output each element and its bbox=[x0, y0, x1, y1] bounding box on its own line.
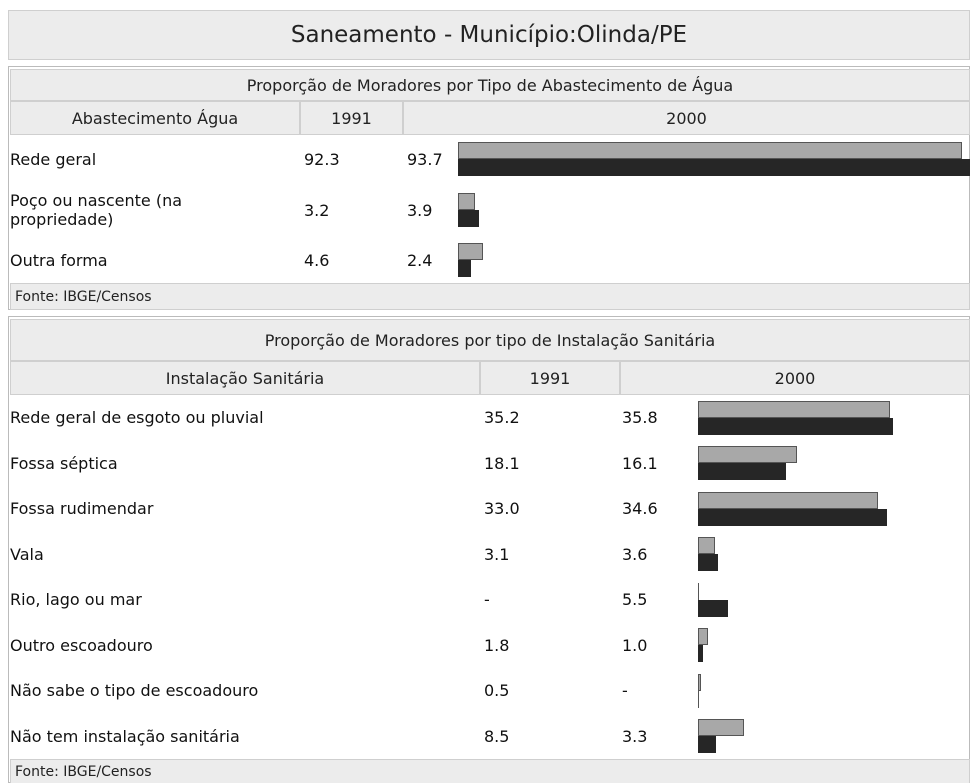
bar-1991 bbox=[698, 719, 745, 737]
bar-1991 bbox=[698, 400, 891, 418]
row-label: Vala bbox=[10, 544, 44, 564]
bar-2000 bbox=[458, 260, 472, 277]
value-1991: 3.1 bbox=[484, 544, 510, 564]
row-label: Rede geral bbox=[10, 149, 97, 169]
value-1991: 8.5 bbox=[484, 726, 510, 746]
bar-1991 bbox=[458, 142, 962, 159]
row-label: Rio, lago ou mar bbox=[10, 590, 142, 610]
bar-2000 bbox=[698, 463, 786, 481]
value-1991: 4.6 bbox=[304, 250, 330, 270]
bar-1991 bbox=[458, 243, 484, 260]
bar-1991 bbox=[698, 673, 701, 691]
row-label: Poço ou nascente (na propriedade) bbox=[10, 191, 183, 229]
bar-2000 bbox=[698, 554, 718, 572]
bar-2000 bbox=[698, 645, 704, 663]
bar-2000 bbox=[458, 159, 970, 176]
value-1991: 1.8 bbox=[484, 635, 510, 655]
bar-2000 bbox=[458, 210, 480, 227]
value-2000: 3.6 bbox=[622, 544, 648, 564]
value-2000: 35.8 bbox=[622, 408, 658, 428]
column-header: 2000 bbox=[403, 101, 970, 135]
value-2000: 2.4 bbox=[407, 250, 433, 270]
bar-1991 bbox=[698, 446, 797, 464]
bar-2000 bbox=[698, 736, 717, 754]
bar-1991 bbox=[698, 537, 715, 555]
row-label: Não sabe o tipo de escoadouro bbox=[10, 681, 259, 701]
row-label: Fossa rudimendar bbox=[10, 499, 154, 519]
value-1991: 92.3 bbox=[304, 149, 340, 169]
value-1991: 0.5 bbox=[484, 681, 510, 701]
bar-2000 bbox=[698, 417, 894, 435]
zero-line bbox=[698, 582, 699, 600]
row-label: Rede geral de esgoto ou pluvial bbox=[10, 408, 264, 428]
value-2000: 34.6 bbox=[622, 499, 658, 519]
bar-2000 bbox=[698, 508, 887, 526]
table-title: Proporção de Moradores por Tipo de Abast… bbox=[10, 69, 970, 101]
value-2000: 16.1 bbox=[622, 453, 658, 473]
value-2000: 93.7 bbox=[407, 149, 443, 169]
bar-1991 bbox=[698, 491, 879, 509]
column-header: 1991 bbox=[300, 101, 403, 135]
value-2000: 3.3 bbox=[622, 726, 648, 746]
value-1991: 3.2 bbox=[304, 200, 330, 220]
value-1991: 33.0 bbox=[484, 499, 520, 519]
column-header: 2000 bbox=[620, 361, 970, 395]
value-2000: 3.9 bbox=[407, 200, 433, 220]
value-2000: 1.0 bbox=[622, 635, 648, 655]
bar-1991 bbox=[698, 628, 708, 646]
value-1991: - bbox=[484, 590, 490, 610]
row-label: Outra forma bbox=[10, 250, 108, 270]
bar-1991 bbox=[458, 193, 476, 210]
value-2000: - bbox=[622, 681, 628, 701]
source-note: Fonte: IBGE/Censos bbox=[10, 759, 970, 783]
value-1991: 18.1 bbox=[484, 453, 520, 473]
column-header: Abastecimento Água bbox=[10, 101, 300, 135]
row-label: Outro escoadouro bbox=[10, 635, 153, 655]
bar-2000 bbox=[698, 599, 729, 617]
value-2000: 5.5 bbox=[622, 590, 648, 610]
value-1991: 35.2 bbox=[484, 408, 520, 428]
table-title: Proporção de Moradores por tipo de Insta… bbox=[10, 319, 970, 361]
column-header: Instalação Sanitária bbox=[10, 361, 480, 395]
row-label: Fossa séptica bbox=[10, 453, 118, 473]
column-header: 1991 bbox=[480, 361, 620, 395]
source-note: Fonte: IBGE/Censos bbox=[10, 283, 970, 310]
row-label: Não tem instalação sanitária bbox=[10, 726, 240, 746]
zero-line bbox=[698, 690, 699, 708]
page-title: Saneamento - Município:Olinda/PE bbox=[8, 10, 970, 60]
